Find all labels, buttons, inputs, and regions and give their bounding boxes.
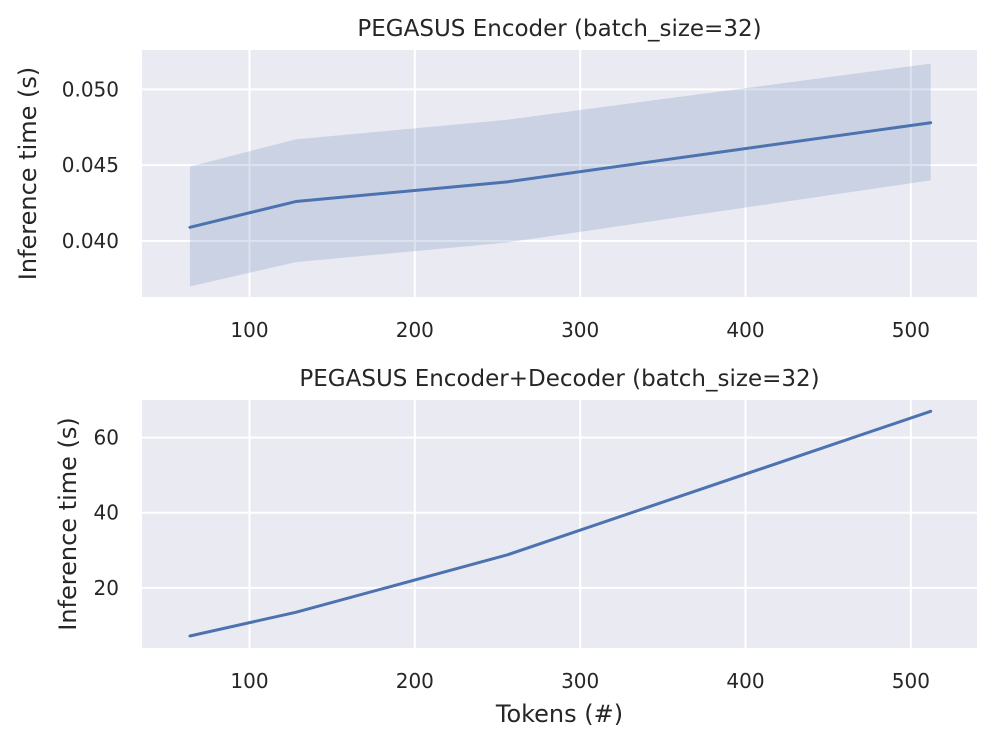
- y-axis-label: Inference time (s): [54, 417, 82, 631]
- y-tick-label: 0.050: [62, 77, 119, 101]
- series-line: [188, 409, 933, 638]
- y-tick-labels: 0.040 0.045 0.050: [62, 77, 119, 253]
- grid: [142, 400, 977, 648]
- x-tick-label: 200: [396, 669, 434, 693]
- x-tick-label: 400: [726, 318, 764, 342]
- y-tick-label: 0.045: [62, 153, 119, 177]
- series-line: [188, 121, 933, 229]
- grid: [142, 50, 977, 297]
- x-tick-label: 300: [561, 318, 599, 342]
- series-path: [188, 409, 933, 638]
- y-tick-labels: 20 40 60: [94, 426, 119, 600]
- x-tick-label: 100: [230, 669, 268, 693]
- x-axis-label: Tokens (#): [495, 700, 623, 728]
- y-axis-label: Inference time (s): [14, 67, 42, 281]
- chart-title: PEGASUS Encoder (batch_size=32): [357, 16, 761, 42]
- y-tick-label: 40: [94, 501, 119, 525]
- encoder-decoder-chart: 100 200 300 400 500 20 40 60 PEGASUS Encoder+D…: [54, 366, 977, 728]
- x-tick-label: 400: [726, 669, 764, 693]
- series-path: [188, 121, 933, 229]
- x-tick-label: 300: [561, 669, 599, 693]
- y-tick-label: 0.040: [62, 229, 119, 253]
- x-tick-labels: 100 200 300 400 500: [230, 318, 930, 342]
- x-tick-label: 100: [230, 318, 268, 342]
- y-tick-label: 60: [94, 426, 119, 450]
- y-tick-label: 20: [94, 576, 119, 600]
- chart-title: PEGASUS Encoder+Decoder (batch_size=32): [299, 366, 819, 392]
- encoder-chart: 100 200 300 400 500 0.040 0.045 0.050 PEGASUS …: [14, 16, 977, 342]
- x-tick-label: 500: [892, 318, 930, 342]
- x-tick-labels: 100 200 300 400 500: [230, 669, 930, 693]
- x-tick-label: 500: [892, 669, 930, 693]
- x-tick-label: 200: [396, 318, 434, 342]
